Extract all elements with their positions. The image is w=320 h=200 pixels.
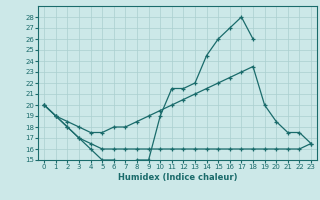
X-axis label: Humidex (Indice chaleur): Humidex (Indice chaleur) [118,173,237,182]
